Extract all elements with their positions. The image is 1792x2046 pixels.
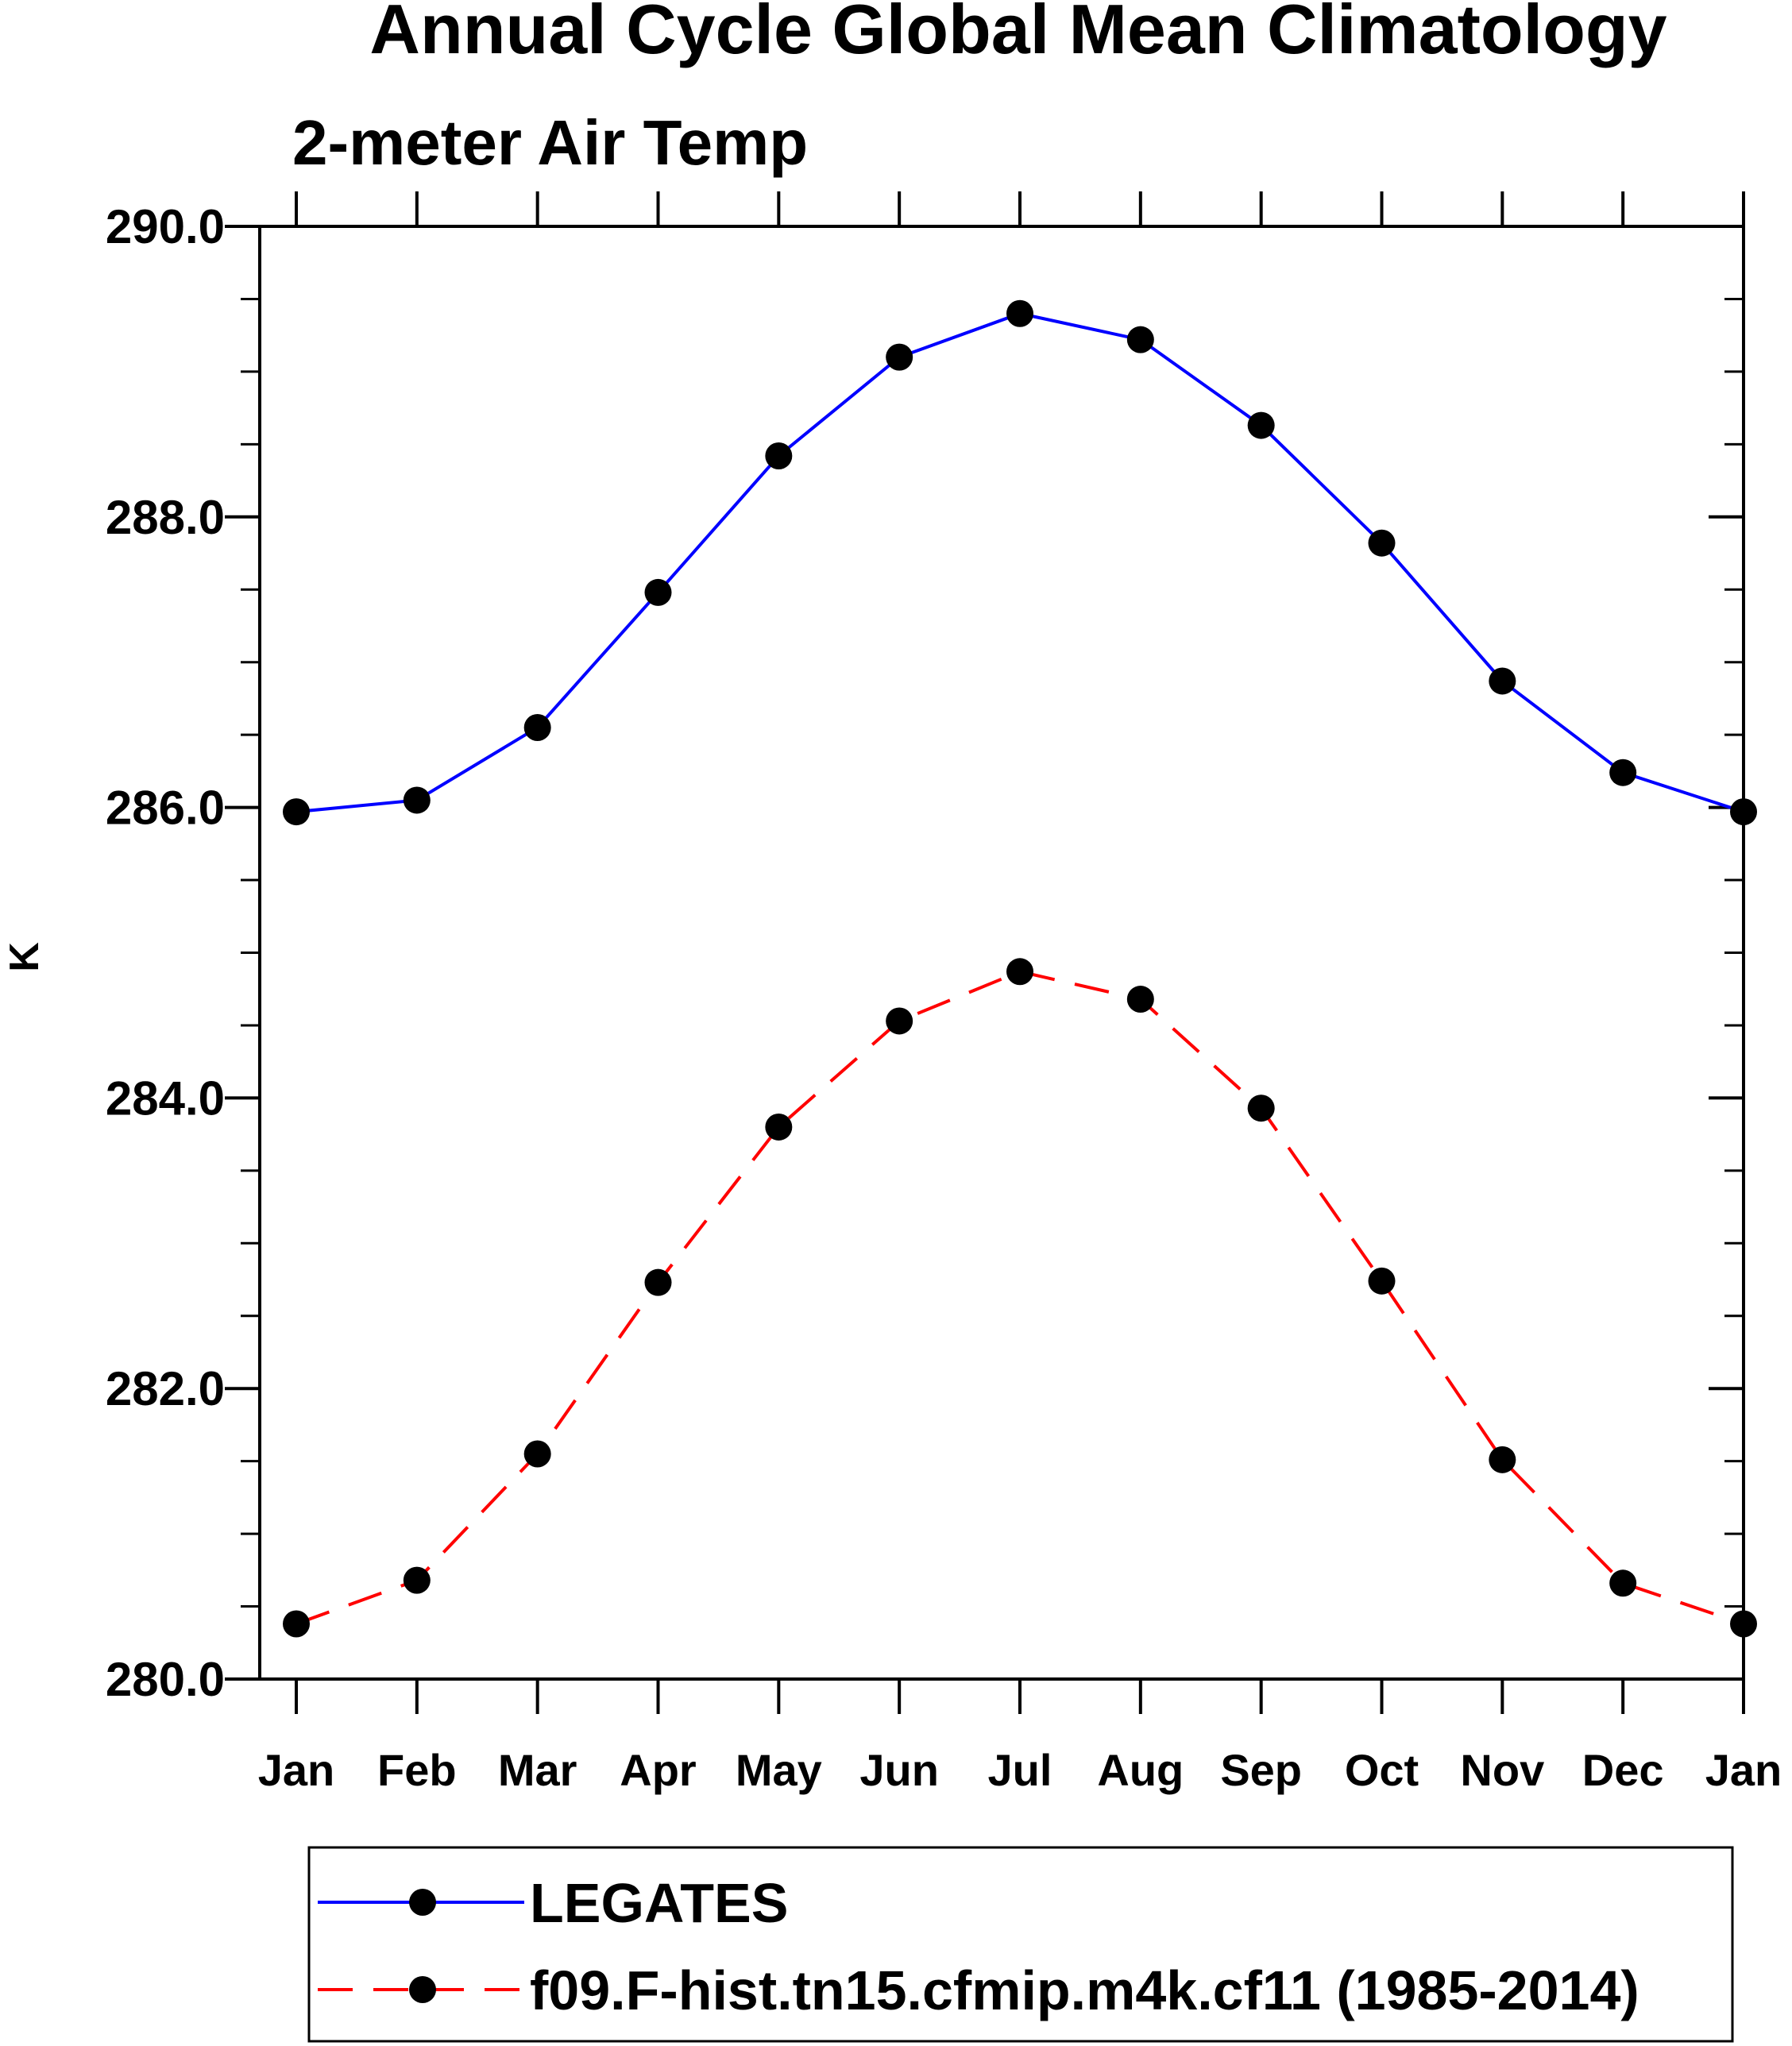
tick-labels: 280.0 282.0 284.0 286.0 288.0 290.0 Jan Feb Mar A…	[106, 200, 1782, 1795]
data-point-series-1	[283, 1610, 310, 1638]
data-point-series-0	[1489, 667, 1516, 695]
legend-box	[307, 1846, 1734, 2043]
data-point-series-1	[1247, 1094, 1275, 1122]
y-tick-label: 290.0	[106, 200, 225, 253]
x-tick-label: Feb	[377, 1745, 457, 1795]
y-axis-label: K	[2, 942, 48, 972]
legend-marker-1	[409, 1976, 436, 2003]
y-tick-label: 288.0	[106, 491, 225, 544]
data-point-series-0	[1609, 759, 1637, 786]
y-tick-label: 284.0	[106, 1071, 225, 1125]
data-point-series-0	[886, 343, 913, 371]
chart-title: Annual Cycle Global Mean Climatology	[369, 0, 1666, 68]
data-point-series-1	[523, 1440, 551, 1468]
y-tick-label: 282.0	[106, 1362, 225, 1415]
legend-marker-0	[409, 1889, 436, 1916]
x-tick-label: Jul	[988, 1745, 1052, 1795]
data-point-series-0	[523, 714, 551, 742]
x-tick-label: Dec	[1582, 1745, 1664, 1795]
data-point-series-0	[283, 798, 310, 826]
data-point-series-0	[403, 786, 431, 814]
data-point-series-0	[1006, 299, 1033, 327]
data-point-series-1	[1006, 958, 1033, 986]
legend-label-0: LEGATES	[530, 1872, 788, 1934]
data-point-series-0	[1368, 529, 1396, 557]
data-point-series-1	[765, 1113, 793, 1141]
data-point-series-1	[1126, 986, 1154, 1013]
axis-ticks	[225, 191, 1745, 1714]
legend: LEGATES f09.F-hist.tn15.cfmip.m4k.cf11 (1…	[307, 1846, 1734, 2043]
x-tick-label: Oct	[1345, 1745, 1419, 1795]
data-point-series-0	[1730, 798, 1757, 826]
series-markers	[283, 299, 1757, 1638]
series-line-0	[295, 311, 1744, 814]
plot-frame	[258, 225, 1745, 1681]
x-tick-label: Apr	[620, 1745, 696, 1795]
x-tick-label: Jan	[258, 1745, 335, 1795]
data-point-series-0	[644, 578, 672, 606]
x-tick-label: May	[736, 1745, 822, 1795]
x-tick-label: Jun	[859, 1745, 939, 1795]
y-tick-label: 286.0	[106, 782, 225, 835]
data-point-series-1	[1730, 1610, 1757, 1638]
data-point-series-1	[1489, 1446, 1516, 1473]
data-point-series-1	[644, 1268, 672, 1296]
data-point-series-1	[886, 1007, 913, 1035]
data-point-series-0	[765, 442, 793, 469]
x-tick-label: Aug	[1097, 1745, 1184, 1795]
y-tick-label: 280.0	[106, 1653, 225, 1706]
x-tick-label: Mar	[498, 1745, 577, 1795]
x-tick-label: Sep	[1220, 1745, 1302, 1795]
x-tick-label: Jan	[1705, 1745, 1782, 1795]
x-tick-label: Nov	[1460, 1745, 1544, 1795]
chart-subtitle: 2-meter Air Temp	[292, 107, 808, 178]
plot-border	[258, 225, 1745, 1681]
legend-label-1: f09.F-hist.tn15.cfmip.m4k.cf11 (1985-201…	[530, 1959, 1639, 2021]
data-point-series-0	[1126, 326, 1154, 353]
data-point-series-1	[403, 1566, 431, 1594]
data-point-series-1	[1368, 1267, 1396, 1295]
data-point-series-0	[1247, 411, 1275, 439]
data-point-series-1	[1609, 1569, 1637, 1597]
series-line-1	[295, 970, 1744, 1626]
